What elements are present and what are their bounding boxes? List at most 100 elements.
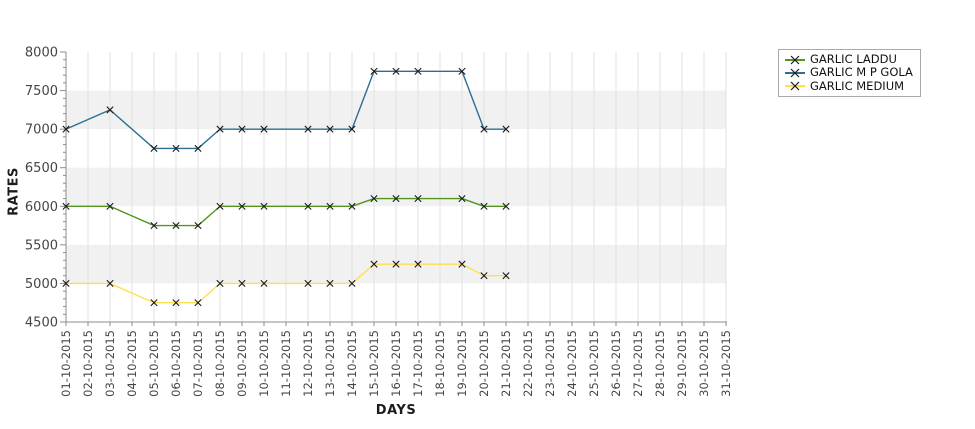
- x-marker: [172, 221, 180, 230]
- x-marker: [392, 194, 400, 203]
- series-garlic-medium: [62, 260, 510, 307]
- x-tick-label: 04-10-2015: [125, 330, 139, 397]
- x-tick-label: 07-10-2015: [191, 330, 205, 397]
- x-tick-label: 31-10-2015: [719, 330, 733, 397]
- x-tick-label: 05-10-2015: [147, 330, 161, 397]
- legend-item-garlic-laddu: GARLIC LADDU: [785, 53, 913, 66]
- legend-label: GARLIC M P GOLA: [810, 65, 913, 80]
- x-marker: [392, 67, 400, 75]
- axes: [65, 52, 727, 323]
- x-tick-label: 28-10-2015: [653, 330, 667, 397]
- x-tick-label: 27-10-2015: [631, 330, 645, 397]
- series-garlic-m-p-gola: [62, 67, 510, 153]
- x-axis-title: DAYS: [375, 403, 417, 418]
- x-marker: [304, 202, 312, 210]
- x-marker: [304, 125, 312, 133]
- x-tick-label: 17-10-2015: [411, 330, 425, 397]
- y-axis-ticks: [60, 51, 66, 323]
- x-marker: [106, 279, 114, 288]
- x-marker: [216, 202, 224, 210]
- x-marker: [216, 279, 224, 288]
- y-tick-label: 7500: [25, 84, 58, 99]
- x-marker: [62, 202, 70, 210]
- x-tick-label: 02-10-2015: [81, 330, 95, 397]
- vertical-gridlines: [65, 52, 727, 322]
- x-tick-label: 08-10-2015: [213, 330, 227, 397]
- x-marker: [172, 299, 180, 307]
- x-marker: [370, 67, 378, 75]
- x-axis-ticks: [65, 322, 727, 326]
- x-tick-label: 10-10-2015: [257, 330, 271, 397]
- x-tick-label: 01-10-2015: [59, 330, 73, 397]
- legend-label: GARLIC MEDIUM: [810, 78, 905, 93]
- legend-line-x-icon: [785, 55, 805, 65]
- y-tick-label: 6000: [25, 200, 58, 215]
- x-marker: [62, 279, 70, 288]
- x-marker: [370, 260, 378, 268]
- x-marker: [150, 144, 158, 153]
- legend: GARLIC LADDU GARLIC M P GOLA GARLIC MEDI…: [778, 49, 921, 97]
- x-marker: [458, 260, 466, 268]
- x-marker: [348, 279, 356, 288]
- y-tick-label: 8000: [25, 46, 58, 61]
- x-tick-label: 11-10-2015: [279, 330, 293, 397]
- x-marker: [260, 125, 268, 133]
- x-marker: [480, 272, 488, 280]
- x-marker: [348, 125, 356, 133]
- legend-line-x-icon: [785, 81, 805, 91]
- y-tick-label: 4500: [25, 316, 58, 331]
- x-marker: [194, 299, 202, 307]
- y-tick-label: 7000: [25, 123, 58, 138]
- x-tick-label: 25-10-2015: [587, 330, 601, 397]
- x-marker: [480, 125, 488, 133]
- x-marker: [326, 125, 334, 133]
- x-tick-label: 20-10-2015: [477, 330, 491, 397]
- x-marker: [502, 125, 510, 133]
- x-marker: [106, 106, 114, 114]
- x-tick-label: 26-10-2015: [609, 330, 623, 397]
- x-tick-label: 19-10-2015: [455, 330, 469, 397]
- x-tick-label: 22-10-2015: [521, 330, 535, 397]
- x-tick-labels: 01-10-2015 02-10-2015 03-10-2015 04-10-2015…: [59, 330, 733, 397]
- x-marker: [502, 202, 510, 210]
- x-marker: [150, 221, 158, 230]
- x-marker: [480, 202, 488, 210]
- x-marker: [458, 67, 466, 75]
- x-tick-label: 15-10-2015: [367, 330, 381, 397]
- x-marker: [304, 279, 312, 288]
- x-marker: [502, 272, 510, 280]
- y-axis-title: RATES: [6, 167, 22, 216]
- x-tick-label: 16-10-2015: [389, 330, 403, 397]
- x-marker: [260, 202, 268, 210]
- x-marker: [172, 144, 180, 153]
- x-marker: [194, 144, 202, 153]
- series-garlic-laddu: [62, 194, 510, 230]
- x-marker: [458, 194, 466, 203]
- x-marker: [326, 202, 334, 210]
- x-marker: [260, 279, 268, 288]
- x-marker: [370, 194, 378, 203]
- x-marker: [238, 279, 246, 288]
- x-marker: [414, 260, 422, 268]
- x-tick-label: 03-10-2015: [103, 330, 117, 397]
- x-marker: [62, 125, 70, 133]
- x-tick-label: 24-10-2015: [565, 330, 579, 397]
- y-tick-label: 5000: [25, 277, 58, 292]
- x-tick-label: 06-10-2015: [169, 330, 183, 397]
- x-tick-label: 18-10-2015: [433, 330, 447, 397]
- y-tick-labels: 4500 5000 5500 6000 6500 7000 7500 8000: [25, 46, 58, 331]
- legend-item-garlic-medium: GARLIC MEDIUM: [785, 78, 913, 93]
- x-marker: [238, 202, 246, 210]
- x-marker: [194, 221, 202, 230]
- x-marker: [326, 279, 334, 288]
- x-tick-label: 23-10-2015: [543, 330, 557, 397]
- y-tick-label: 5500: [25, 238, 58, 253]
- x-tick-label: 29-10-2015: [675, 330, 689, 397]
- x-tick-label: 21-10-2015: [499, 330, 513, 397]
- legend-line-x-icon: [785, 68, 805, 78]
- x-tick-label: 30-10-2015: [697, 330, 711, 397]
- x-marker: [216, 125, 224, 133]
- x-tick-label: 13-10-2015: [323, 330, 337, 397]
- legend-item-garlic-m-p-gola: GARLIC M P GOLA: [785, 66, 913, 79]
- x-marker: [414, 67, 422, 75]
